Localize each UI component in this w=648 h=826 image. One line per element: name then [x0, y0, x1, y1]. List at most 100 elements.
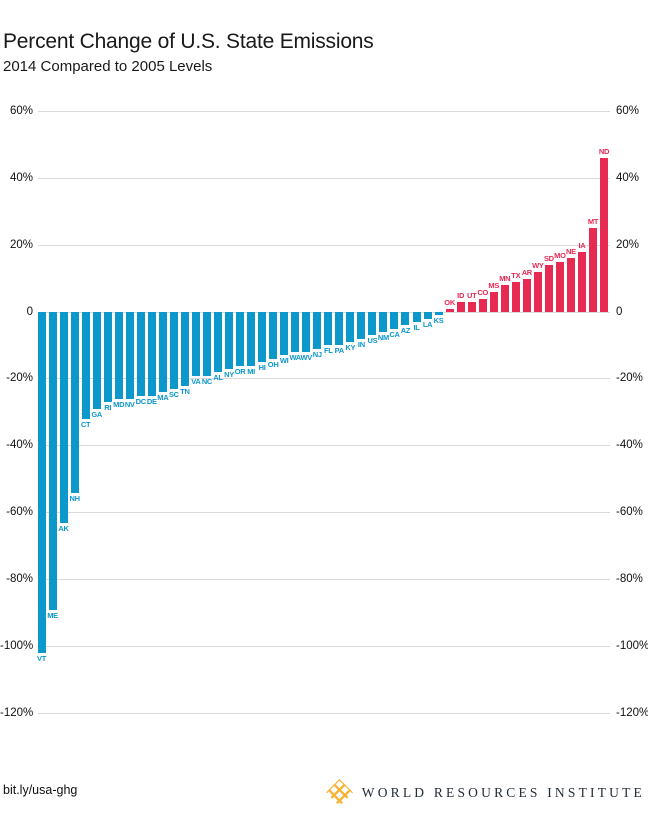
bar-MD [114, 312, 123, 399]
bar-VA [191, 312, 200, 376]
bar-PA [335, 312, 344, 346]
wri-wordmark: WORLD RESOURCES INSTITUTE [361, 784, 645, 800]
y-axis-tick-left: 0 [26, 305, 33, 318]
bar-ID [456, 301, 465, 312]
y-axis-tick-right: -40% [616, 439, 643, 452]
bar-label-KS: KS [433, 316, 444, 326]
bar-AZ [401, 312, 410, 326]
bar-label-MS: MS [488, 280, 500, 290]
bar-label-NM: NM [377, 333, 389, 343]
gridline [38, 311, 610, 313]
bar-WY [533, 271, 542, 312]
bar-label-US: US [367, 336, 378, 346]
bar-GA [92, 312, 101, 409]
bar-AK [59, 312, 68, 523]
bar-NJ [313, 312, 322, 349]
bar-label-TX: TX [511, 270, 521, 280]
bar-label-PA: PA [334, 346, 345, 356]
bar-LA [423, 312, 432, 319]
y-axis-tick-left: -100% [0, 640, 34, 652]
bar-label-MT: MT [587, 217, 599, 227]
bar-label-WI: WI [279, 356, 289, 366]
gridline [38, 445, 610, 447]
bar-MO [555, 261, 564, 312]
bar-DC [136, 312, 145, 396]
bar-OH [269, 312, 278, 359]
bar-label-SD: SD [543, 254, 554, 264]
y-axis-tick-right: -80% [616, 573, 643, 586]
bar-label-NY: NY [224, 369, 234, 379]
bar-ME [48, 312, 57, 610]
bar-FL [324, 312, 333, 346]
bar-label-GA: GA [91, 410, 102, 419]
bar-MA [158, 312, 167, 393]
gridline [38, 512, 610, 514]
y-axis-tick-right: 0 [616, 305, 623, 318]
bar-ND [600, 158, 609, 312]
bar-MT [589, 228, 597, 312]
bar-label-IN: IN [357, 339, 365, 349]
gridline [38, 712, 610, 714]
bar-NH [70, 312, 79, 493]
bar-label-WA: WA [289, 353, 301, 363]
bar-US [368, 312, 377, 336]
bar-label-CO: CO [477, 287, 489, 297]
bar-label-IL: IL [413, 323, 420, 333]
y-axis-tick-left: -120% [0, 706, 34, 719]
y-axis-tick-right: -20% [616, 372, 643, 385]
y-axis-tick-right: 60% [616, 104, 640, 117]
bar-label-KY: KY [345, 343, 356, 353]
bar-NY [225, 312, 233, 369]
bar-CA [390, 312, 399, 329]
gridline [38, 579, 610, 581]
bar-TN [180, 312, 189, 386]
bar-label-NJ: NJ [312, 349, 322, 359]
bar-DE [147, 312, 156, 396]
bar-label-AZ: AZ [400, 326, 411, 336]
gridline [38, 110, 610, 112]
bar-label-WV: WV [300, 353, 312, 363]
bar-label-FL: FL [323, 346, 333, 356]
wri-diamond-logo-icon [325, 779, 353, 806]
bar-AR [522, 278, 531, 312]
y-axis-tick-right: 20% [616, 238, 640, 251]
chart-title: Percent Change of U.S. State Emissions [3, 30, 374, 53]
bar-label-NV: NV [124, 399, 135, 409]
bar-label-TN: TN [180, 386, 190, 396]
gridline [38, 177, 610, 179]
bar-label-HI: HI [258, 363, 266, 373]
bar-label-UT: UT [466, 290, 477, 300]
bar-SD [544, 265, 553, 312]
bar-CT [81, 312, 90, 420]
y-axis-tick-left: -60% [6, 506, 33, 519]
source-link: bit.ly/usa-ghg [3, 783, 78, 797]
chart-subtitle: 2014 Compared to 2005 Levels [3, 58, 213, 75]
bar-IL [412, 312, 421, 323]
bar-label-DC: DC [135, 396, 147, 406]
bar-WA [291, 312, 300, 353]
bar-label-AK: AK [58, 523, 69, 533]
y-axis-tick-left: 20% [9, 238, 33, 251]
bar-NM [379, 312, 388, 333]
bar-TX [511, 281, 520, 312]
bar-label-OR: OR [234, 366, 246, 376]
bar-KS [434, 312, 443, 316]
bar-label-OK: OK [444, 297, 455, 307]
y-axis-tick-right: -60% [616, 506, 643, 519]
bar-label-NE: NE [566, 247, 576, 257]
bar-label-AR: AR [521, 267, 533, 277]
bar-RI [103, 312, 112, 403]
bar-CO [478, 298, 487, 312]
bar-label-SC: SC [168, 389, 179, 399]
bar-label-CA: CA [389, 329, 400, 339]
bar-label-VT: VT [37, 654, 46, 664]
gridline [38, 646, 610, 647]
y-axis-tick-right: -120% [616, 706, 648, 719]
bar-VT [37, 312, 46, 654]
bar-label-ID: ID [457, 290, 465, 300]
bar-label-CT: CT [80, 420, 91, 430]
bar-IA [577, 251, 586, 312]
bar-label-NC: NC [201, 376, 213, 386]
bar-OK [445, 308, 454, 312]
